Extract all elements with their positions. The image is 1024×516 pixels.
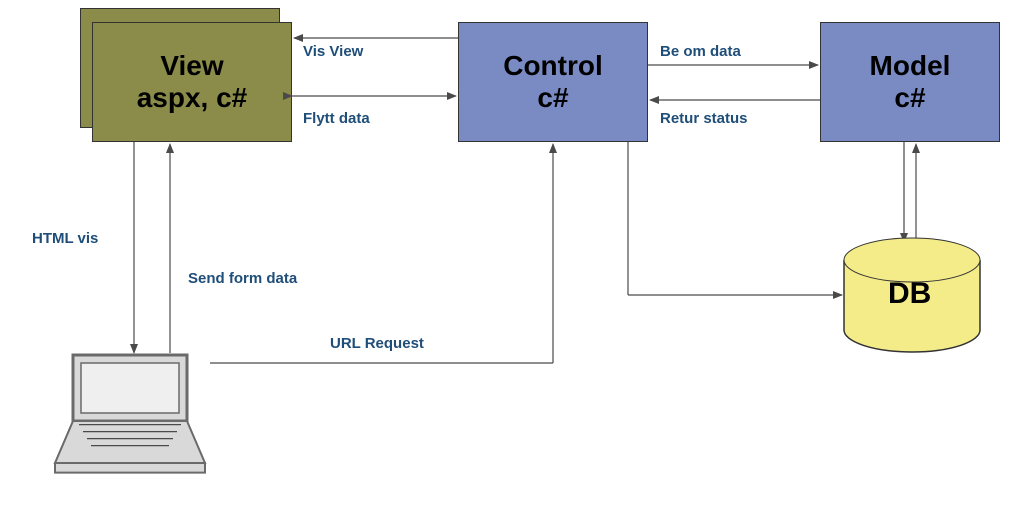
- label-flytt-data: Flytt data: [303, 110, 370, 127]
- model-box: Model c#: [820, 22, 1000, 142]
- db-label: DB: [888, 277, 931, 311]
- model-subtitle: c#: [894, 82, 925, 114]
- label-vis-view: Vis View: [303, 43, 363, 60]
- label-retur-status: Retur status: [660, 110, 748, 127]
- view-box: View aspx, c#: [92, 22, 292, 142]
- model-title: Model: [870, 50, 951, 82]
- control-subtitle: c#: [537, 82, 568, 114]
- label-html-vis: HTML vis: [32, 230, 98, 247]
- view-title: View: [160, 50, 223, 82]
- label-send-form: Send form data: [188, 270, 297, 287]
- label-be-om-data: Be om data: [660, 43, 741, 60]
- view-subtitle: aspx, c#: [137, 82, 248, 114]
- control-title: Control: [503, 50, 603, 82]
- label-url-request: URL Request: [330, 335, 424, 352]
- control-box: Control c#: [458, 22, 648, 142]
